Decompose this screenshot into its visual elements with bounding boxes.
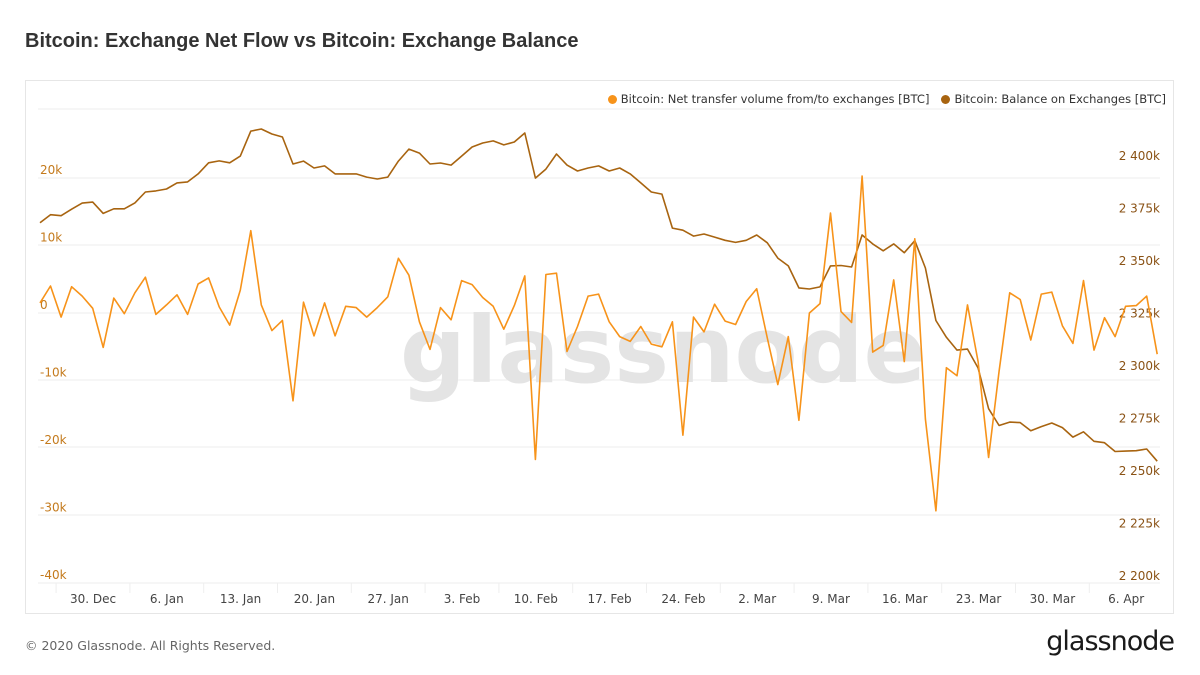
- y-left-tick-label: 10k: [40, 231, 62, 245]
- legend-label: Bitcoin: Net transfer volume from/to exc…: [620, 92, 930, 106]
- x-tick-label: 27. Jan: [367, 592, 408, 606]
- y-left-tick-label: -10k: [40, 366, 67, 380]
- copyright-text: © 2020 Glassnode. All Rights Reserved.: [25, 638, 276, 653]
- x-tick-label: 3. Feb: [444, 592, 481, 606]
- watermark-logo: glassnode: [400, 297, 926, 404]
- x-tick-label: 23. Mar: [956, 592, 1002, 606]
- y-left-tick-label: -40k: [40, 568, 67, 582]
- chart-title: Bitcoin: Exchange Net Flow vs Bitcoin: E…: [25, 30, 579, 52]
- y-right-tick-label: 2 275k: [1119, 412, 1160, 426]
- y-right-tick-label: 2 300k: [1119, 359, 1160, 373]
- y-right-tick-label: 2 250k: [1119, 464, 1160, 478]
- legend-item-netflow[interactable]: Bitcoin: Net transfer volume from/to exc…: [607, 92, 930, 106]
- x-tick-label: 6. Apr: [1108, 592, 1144, 606]
- legend-item-balance[interactable]: Bitcoin: Balance on Exchanges [BTC]: [941, 92, 1166, 106]
- legend-label: Bitcoin: Balance on Exchanges [BTC]: [954, 92, 1166, 106]
- x-tick-label: 6. Jan: [150, 592, 184, 606]
- x-tick-label: 13. Jan: [220, 592, 261, 606]
- x-tick-label: 17. Feb: [588, 592, 632, 606]
- netflow-series-line[interactable]: [39, 175, 1158, 512]
- y-left-tick-label: 0: [40, 298, 48, 312]
- y-right-tick-label: 2 225k: [1119, 517, 1160, 531]
- x-tick-label: 24. Feb: [661, 592, 705, 606]
- x-tick-label: 9. Mar: [812, 592, 850, 606]
- y-right-tick-label: 2 200k: [1119, 569, 1160, 583]
- chart-frame: [25, 80, 1174, 614]
- y-right-tick-label: 2 375k: [1119, 202, 1160, 216]
- y-left-tick-label: -30k: [40, 501, 67, 515]
- legend-dot-icon: [607, 94, 617, 104]
- x-tick-label: 16. Mar: [882, 592, 928, 606]
- x-axis: 30. Dec 6. Jan 13. Jan 20. Jan 27. Jan 3. Feb…: [55, 583, 1144, 606]
- x-tick-label: 30. Mar: [1030, 592, 1076, 606]
- y-left-tick-label: 20k: [40, 163, 62, 177]
- y-left-tick-label: -20k: [40, 433, 67, 447]
- glassnode-logo: glassnode: [1046, 626, 1175, 657]
- x-tick-label: 10. Feb: [514, 592, 558, 606]
- x-tick-label: 2. Mar: [738, 592, 776, 606]
- y-right-tick-label: 2 350k: [1119, 254, 1160, 268]
- y-right-tick-label: 2 400k: [1119, 149, 1160, 163]
- x-tick-label: 20. Jan: [294, 592, 335, 606]
- chart-legend: Bitcoin: Net transfer volume from/to exc…: [607, 92, 1166, 106]
- y-axis-left: 20k 10k 0 -10k -20k -30k -40k: [40, 163, 67, 582]
- gridlines: [38, 108, 1160, 584]
- x-tick-label: 30. Dec: [70, 592, 116, 606]
- balance-series-line[interactable]: [39, 128, 1158, 462]
- legend-dot-icon: [941, 94, 951, 104]
